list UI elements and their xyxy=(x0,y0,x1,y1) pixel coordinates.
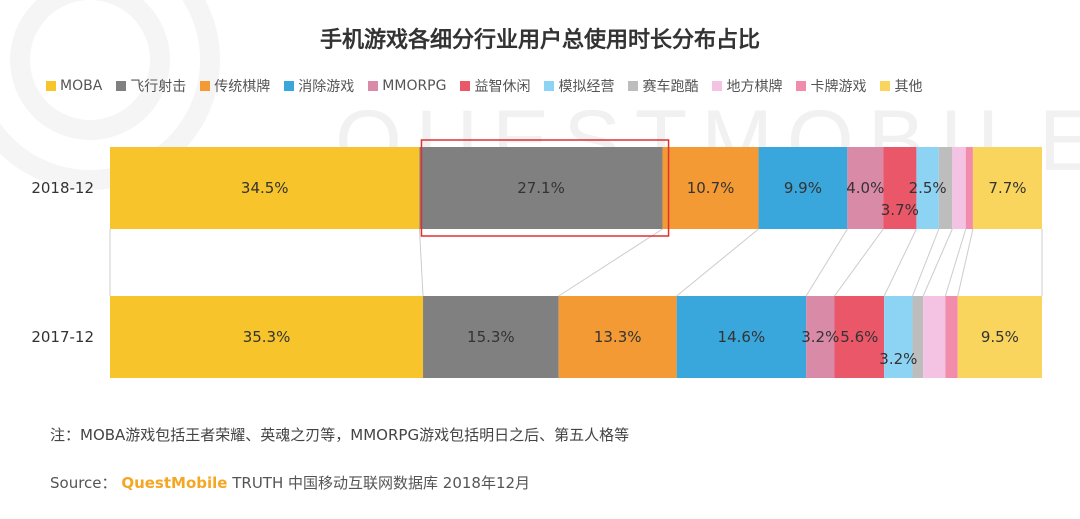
bar-segment xyxy=(965,147,973,229)
legend-item-3: 消除游戏 xyxy=(284,76,354,96)
bar-segment xyxy=(558,296,677,378)
legend-label: 卡牌游戏 xyxy=(810,79,867,95)
legend-item-8: 地方棋牌 xyxy=(712,76,782,96)
legend-swatch xyxy=(116,81,127,91)
connector-line xyxy=(957,228,974,297)
connector-line xyxy=(418,228,424,297)
bar-segment xyxy=(847,147,884,229)
bar-segment xyxy=(972,147,1042,229)
legend-swatch xyxy=(544,81,555,91)
bar-segment xyxy=(938,147,953,229)
category-label: 2017-12 xyxy=(31,328,94,346)
legend-swatch xyxy=(200,81,211,91)
source-text: TRUTH 中国移动互联网数据库 2018年12月 xyxy=(232,474,531,492)
legend-item-1: 飞行射击 xyxy=(116,76,186,96)
legend-swatch xyxy=(712,81,723,91)
bar-segment xyxy=(916,147,939,229)
legend-label: 飞行射击 xyxy=(130,79,187,95)
legend-label: 赛车跑酷 xyxy=(642,79,699,95)
source-prefix: Source： xyxy=(50,474,117,492)
bar-segment xyxy=(110,296,424,378)
data-label: 9.5% xyxy=(981,328,1019,346)
highlight-box xyxy=(420,139,670,237)
data-label: 10.7% xyxy=(687,179,735,197)
legend-item-10: 其他 xyxy=(880,76,922,96)
bar-segment xyxy=(834,296,885,378)
data-label: 5.6% xyxy=(840,328,878,346)
category-label: 2018-12 xyxy=(31,179,94,197)
legend-label: 消除游戏 xyxy=(298,79,355,95)
source-line: Source： QuestMobile TRUTH 中国移动互联网数据库 201… xyxy=(50,472,530,493)
footnote: 注：MOBA游戏包括王者荣耀、英魂之刃等，MMORPG游戏包括明日之后、第五人格… xyxy=(50,426,630,444)
data-label: 2.5% xyxy=(909,179,947,197)
connector-line xyxy=(558,228,663,297)
legend-label: 其他 xyxy=(894,79,923,95)
connector-line xyxy=(676,228,759,297)
bar-segment xyxy=(662,147,759,229)
legend-swatch xyxy=(628,81,639,91)
data-label: 7.7% xyxy=(988,179,1026,197)
source-brand: QuestMobile xyxy=(121,474,228,492)
connector-line xyxy=(912,228,940,297)
bar-segment xyxy=(952,147,966,229)
legend-item-9: 卡牌游戏 xyxy=(796,76,866,96)
bar-segment xyxy=(957,296,1042,378)
legend: MOBA 飞行射击 传统棋牌 消除游戏 MMORPG 益智休闲 模拟经营 赛车跑酷 地方棋牌 卡牌… xyxy=(46,76,922,96)
legend-label: 传统棋牌 xyxy=(214,79,271,95)
legend-label: 模拟经营 xyxy=(558,79,615,95)
legend-swatch xyxy=(880,81,891,91)
data-label: 15.3% xyxy=(467,328,515,346)
data-label: 27.1% xyxy=(517,179,565,197)
connector-line xyxy=(922,228,953,297)
legend-swatch xyxy=(796,81,807,91)
bar-segment xyxy=(883,147,917,229)
legend-swatch xyxy=(284,81,295,91)
data-label: 13.3% xyxy=(594,328,642,346)
bar-segment xyxy=(758,147,848,229)
connector-line xyxy=(944,228,967,297)
legend-item-0: MOBA xyxy=(46,76,102,96)
data-label: 4.0% xyxy=(846,179,884,197)
chart-title: 手机游戏各细分行业用户总使用时长分布占比 xyxy=(319,28,760,53)
data-label: 34.5% xyxy=(241,179,289,197)
bar-segment xyxy=(945,296,958,378)
connector-line xyxy=(805,228,848,297)
legend-item-6: 模拟经营 xyxy=(544,76,614,96)
legend-item-5: 益智休闲 xyxy=(460,76,530,96)
legend-item-4: MMORPG xyxy=(368,76,446,96)
bar-segment xyxy=(912,296,924,378)
legend-label: MMORPG xyxy=(382,78,447,94)
legend-item-7: 赛车跑酷 xyxy=(628,76,698,96)
bar-segment xyxy=(110,147,420,229)
bar-segment xyxy=(419,147,663,229)
legend-item-2: 传统棋牌 xyxy=(200,76,270,96)
bar-segment xyxy=(923,296,946,378)
legend-swatch xyxy=(460,81,471,91)
data-label: 35.3% xyxy=(243,328,291,346)
bar-segment xyxy=(806,296,835,378)
bar-segment xyxy=(884,296,913,378)
bar-segment xyxy=(423,296,559,378)
legend-swatch xyxy=(46,81,56,91)
data-label: 3.2% xyxy=(879,350,917,368)
legend-swatch xyxy=(368,81,379,91)
connector-line xyxy=(883,228,917,297)
legend-label: 益智休闲 xyxy=(474,79,531,95)
data-label: 3.7% xyxy=(881,201,919,219)
data-label: 14.6% xyxy=(718,328,766,346)
data-label: 3.2% xyxy=(801,328,839,346)
bar-segment xyxy=(676,296,807,378)
data-label: 9.9% xyxy=(784,179,822,197)
connector-line xyxy=(834,228,884,297)
legend-label: 地方棋牌 xyxy=(726,79,783,95)
legend-label: MOBA xyxy=(60,78,103,94)
